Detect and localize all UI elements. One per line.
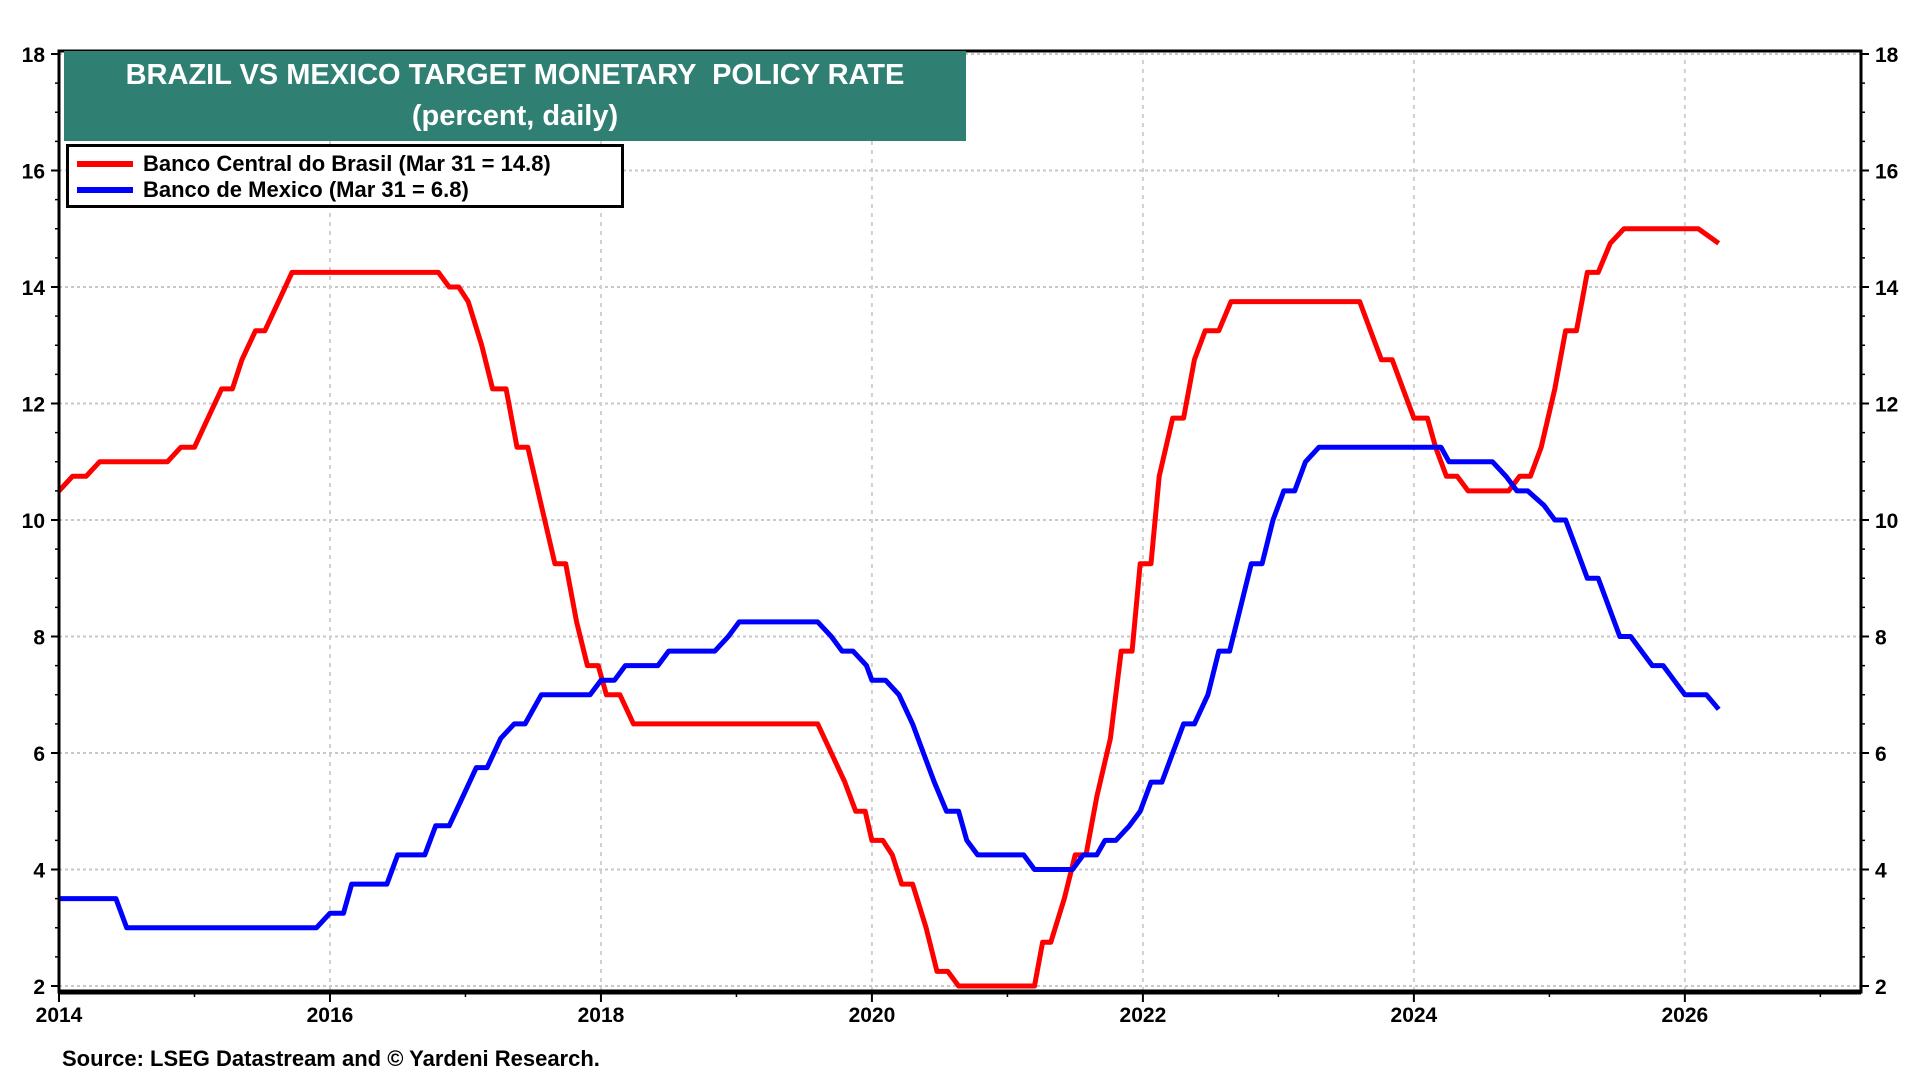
x-tick-label: 2024 <box>1391 1004 1438 1027</box>
x-tick-label: 2018 <box>578 1004 625 1027</box>
legend-item-mexico: Banco de Mexico (Mar 31 = 6.8) <box>77 177 469 203</box>
y-tick-label-right: 8 <box>1875 627 1887 650</box>
y-tick-label-left: 2 <box>33 976 45 999</box>
source-note: Source: LSEG Datastream and © Yardeni Re… <box>62 1046 600 1071</box>
chart-title: BRAZIL VS MEXICO TARGET MONETARY POLICY … <box>125 59 905 91</box>
series-line-mexico <box>59 444 1721 931</box>
y-tick-label-right: 2 <box>1875 976 1887 999</box>
y-tick-label-right: 18 <box>1875 44 1899 67</box>
y-tick-label-right: 14 <box>1875 277 1899 300</box>
chart-subtitle: (percent, daily) <box>411 100 619 132</box>
y-tick-label-left: 6 <box>33 743 45 766</box>
y-tick-label-left: 4 <box>33 860 45 883</box>
legend-item-brazil: Banco Central do Brasil (Mar 31 = 14.8) <box>77 151 551 177</box>
y-tick-label-left: 18 <box>22 44 46 67</box>
y-tick-label-right: 16 <box>1875 161 1898 184</box>
y-tick-label-right: 10 <box>1875 510 1898 533</box>
legend-swatch-brazil <box>77 161 133 167</box>
chart-title-box: BRAZIL VS MEXICO TARGET MONETARY POLICY … <box>64 51 966 141</box>
series-line-brazil <box>57 226 1721 989</box>
x-tick-label: 2020 <box>849 1004 896 1027</box>
legend-swatch-mexico <box>77 187 133 193</box>
y-tick-label-left: 16 <box>22 161 45 184</box>
y-tick-label-left: 12 <box>22 394 45 417</box>
y-tick-label-right: 12 <box>1875 394 1898 417</box>
legend-label-mexico: Banco de Mexico (Mar 31 = 6.8) <box>143 177 469 202</box>
y-tick-label-right: 4 <box>1875 860 1887 883</box>
tick-labels: 2 2 4 4 6 6 8 8 10 10 12 12 14 14 16 16 18 18 2014 2016 2018… <box>22 44 1899 1027</box>
legend-label-brazil: Banco Central do Brasil (Mar 31 = 14.8) <box>143 151 551 176</box>
series-lines <box>57 226 1721 989</box>
x-tick-label: 2022 <box>1120 1004 1167 1027</box>
x-tick-label: 2026 <box>1662 1004 1709 1027</box>
y-tick-label-left: 14 <box>22 277 46 300</box>
x-tick-label: 2016 <box>307 1004 354 1027</box>
y-tick-label-left: 8 <box>33 627 45 650</box>
legend: Banco Central do Brasil (Mar 31 = 14.8) … <box>66 144 624 208</box>
y-tick-label-right: 6 <box>1875 743 1887 766</box>
x-tick-label: 2014 <box>36 1004 83 1027</box>
y-tick-label-left: 10 <box>22 510 45 533</box>
